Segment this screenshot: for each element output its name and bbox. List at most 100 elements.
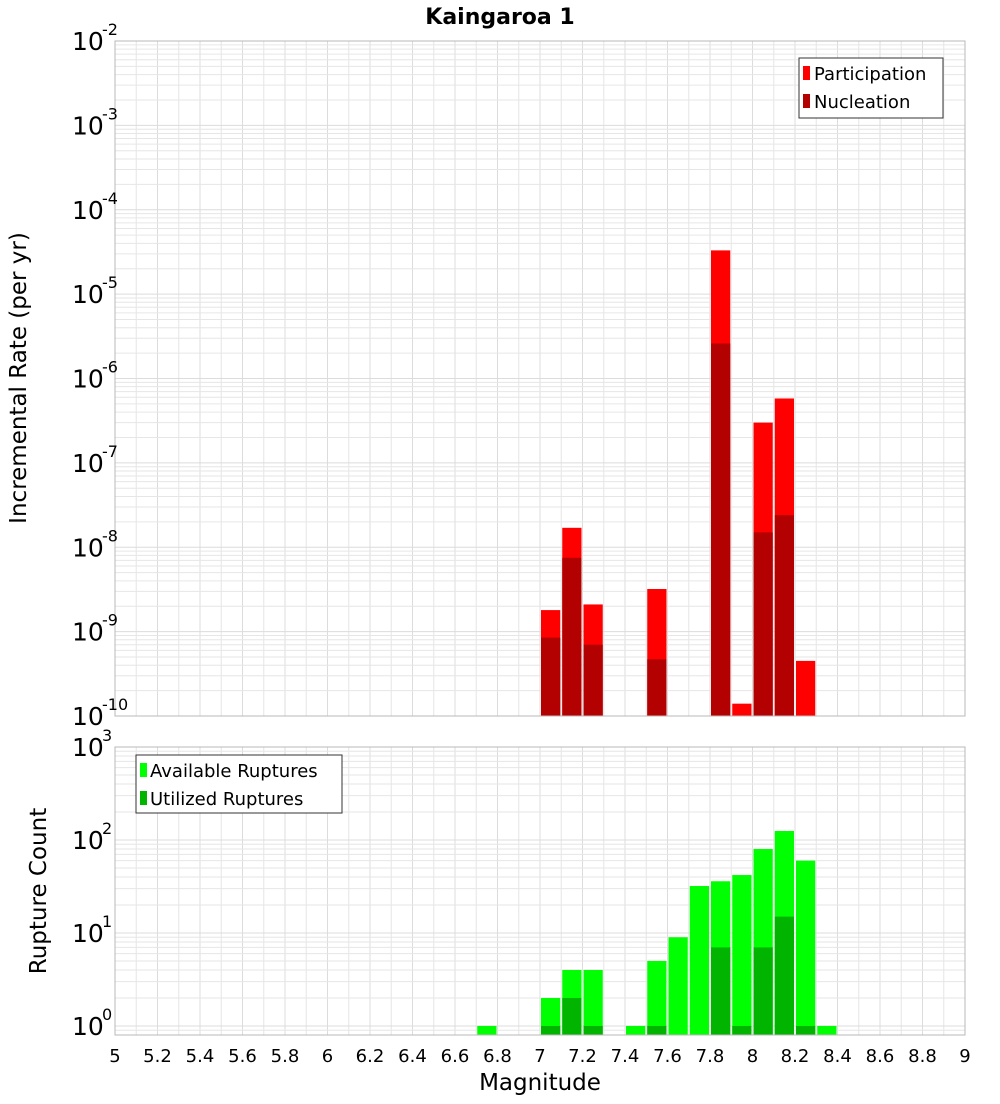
- y-tick-exponent: 3: [102, 726, 112, 745]
- y-tick-base: 10: [72, 702, 104, 731]
- y-tick-base: 10: [72, 280, 104, 309]
- bar-utilized-ruptures: [796, 1025, 816, 1035]
- bar-utilized-ruptures: [583, 1025, 603, 1035]
- y-tick-exponent: -8: [102, 526, 118, 545]
- chart-title: Kaingaroa 1: [425, 5, 574, 30]
- y-tick-base: 10: [72, 733, 104, 762]
- y-tick-base: 10: [72, 196, 104, 225]
- x-tick-label: 8.6: [866, 1046, 895, 1067]
- y-tick-label: 103: [72, 726, 112, 762]
- x-tick-label: 6: [322, 1046, 333, 1067]
- y-tick-exponent: -3: [102, 104, 118, 123]
- x-tick-label: 5.8: [271, 1046, 300, 1067]
- y-tick-exponent: -5: [102, 273, 118, 292]
- bar-nucleation: [774, 515, 794, 716]
- x-tick-label: 9: [959, 1046, 970, 1067]
- y-tick-label: 10-2: [72, 20, 118, 56]
- bar-nucleation: [541, 637, 561, 716]
- legend-label-utilized: Utilized Ruptures: [150, 789, 303, 810]
- x-tick-label: 7.4: [611, 1046, 640, 1067]
- x-tick-label: 7.2: [568, 1046, 597, 1067]
- y-tick-base: 10: [72, 365, 104, 394]
- bar-utilized-ruptures: [647, 1025, 667, 1035]
- bar-nucleation: [711, 343, 731, 716]
- y-tick-label: 10-8: [72, 526, 118, 562]
- x-tick-label: 8.4: [823, 1046, 852, 1067]
- legend-label-participation: Participation: [814, 64, 926, 85]
- bar-available-ruptures: [689, 886, 709, 1035]
- y-tick-label: 10-5: [72, 273, 118, 309]
- plot-frame-bottom: [114, 746, 966, 1036]
- bar-available-ruptures: [477, 1025, 497, 1035]
- y-tick-exponent: 1: [102, 912, 112, 931]
- y-tick-base: 10: [72, 826, 104, 855]
- legend-swatch-utilized: [140, 791, 147, 805]
- y-tick-exponent: 0: [102, 1005, 112, 1024]
- bar-available-ruptures: [732, 875, 752, 1035]
- y-tick-base: 10: [72, 533, 104, 562]
- bar-utilized-ruptures: [711, 947, 731, 1035]
- x-tick-label: 8: [747, 1046, 758, 1067]
- y-tick-label: 102: [72, 819, 112, 855]
- bar-available-ruptures: [796, 860, 816, 1035]
- x-tick-label: 5: [109, 1046, 120, 1067]
- x-tick-label: 5.4: [186, 1046, 215, 1067]
- legend-label-nucleation: Nucleation: [814, 92, 910, 113]
- legend-swatch-nucleation: [803, 94, 810, 108]
- y-tick-exponent: -6: [102, 358, 118, 377]
- y-axis-label-bottom: Rupture Count: [26, 808, 52, 974]
- bar-available-ruptures: [626, 1025, 646, 1035]
- bar-nucleation: [583, 644, 603, 716]
- y-tick-label: 10-6: [72, 358, 118, 394]
- y-tick-label: 10-3: [72, 104, 118, 140]
- y-tick-base: 10: [72, 919, 104, 948]
- bar-available-ruptures: [647, 960, 667, 1035]
- legend-label-available: Available Ruptures: [150, 761, 318, 782]
- x-axis-label: Magnitude: [479, 1070, 601, 1096]
- bar-participation: [796, 660, 816, 716]
- bar-nucleation: [562, 557, 582, 716]
- legend-bottom-box: [135, 754, 343, 814]
- y-tick-label: 10-7: [72, 442, 118, 478]
- y-tick-label: 10-4: [72, 189, 118, 225]
- x-tick-label: 6.2: [356, 1046, 385, 1067]
- x-tick-label: 7.6: [653, 1046, 682, 1067]
- bar-utilized-ruptures: [562, 997, 582, 1035]
- y-tick-base: 10: [72, 1012, 104, 1041]
- legend-bottom: Available Ruptures Utilized Ruptures: [135, 754, 343, 814]
- bar-utilized-ruptures: [541, 1025, 561, 1035]
- x-tick-label: 7: [534, 1046, 545, 1067]
- y-axis-label-top: Incremental Rate (per yr): [6, 232, 32, 524]
- legend-swatch-available: [140, 763, 147, 777]
- y-tick-base: 10: [72, 27, 104, 56]
- y-tick-exponent: -10: [102, 695, 128, 714]
- bar-available-ruptures: [668, 937, 688, 1035]
- bar-available-ruptures: [583, 969, 603, 1035]
- x-tick-label: 8.8: [908, 1046, 937, 1067]
- x-tick-label: 6.8: [483, 1046, 512, 1067]
- y-tick-exponent: -7: [102, 442, 118, 461]
- x-tick-label: 8.2: [781, 1046, 810, 1067]
- x-tick-label: 6.6: [441, 1046, 470, 1067]
- plot-frame-top: [114, 40, 966, 717]
- y-tick-label: 10-9: [72, 611, 118, 647]
- bar-available-ruptures: [541, 997, 561, 1035]
- y-tick-base: 10: [72, 449, 104, 478]
- y-tick-exponent: -2: [102, 20, 118, 39]
- bar-utilized-ruptures: [753, 947, 773, 1035]
- y-tick-label: 101: [72, 912, 112, 948]
- bar-participation: [732, 703, 752, 716]
- legend-top: Participation Nucleation: [798, 57, 944, 119]
- bar-nucleation: [647, 659, 667, 716]
- y-tick-label: 100: [72, 1005, 112, 1041]
- y-tick-base: 10: [72, 618, 104, 647]
- y-tick-exponent: -4: [102, 189, 118, 208]
- y-tick-exponent: -9: [102, 611, 118, 630]
- y-tick-exponent: 2: [102, 819, 112, 838]
- legend-top-box: [798, 57, 944, 119]
- x-tick-label: 5.2: [143, 1046, 172, 1067]
- bar-utilized-ruptures: [732, 1025, 752, 1035]
- x-tick-label: 6.4: [398, 1046, 427, 1067]
